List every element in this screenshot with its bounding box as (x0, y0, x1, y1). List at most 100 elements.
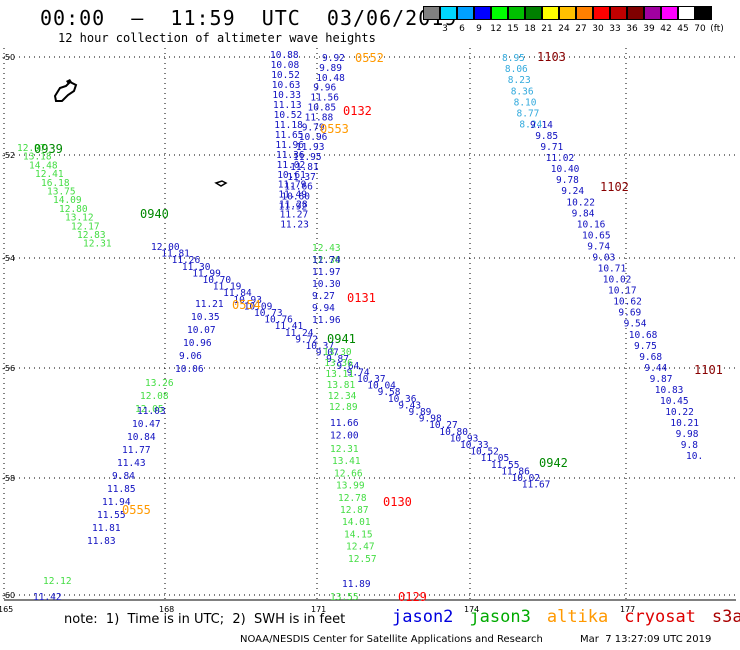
track-t17: 8.958.068.238.368.108.778.24 (502, 53, 543, 131)
wave-height-value: 11.77 (122, 445, 151, 456)
wave-height-value: 11.23 (280, 220, 309, 231)
wave-height-value: 12.00 (330, 431, 359, 442)
wave-height-value: 10.09 (244, 301, 273, 312)
wave-height-value: 9.96 (313, 83, 336, 94)
wave-height-value: 10.52 (271, 70, 300, 81)
wave-height-value: 8.23 (508, 75, 531, 86)
wave-height-value: 10.83 (655, 385, 684, 396)
wave-height-value: 9.72 (295, 334, 318, 345)
footer-note: note: 1) Time is in UTC; 2) SWH is in fe… (64, 612, 346, 627)
scale-swatch (559, 6, 576, 20)
wave-height-value: 10.17 (608, 286, 637, 297)
wave-height-value: 11.81 (92, 523, 121, 534)
generated-timestamp: Mar 7 13:27:09 UTC 2019 (580, 634, 712, 645)
scale-label: (ft) (710, 24, 724, 34)
wave-height-value: 14.48 (29, 160, 58, 171)
wave-height-value: 10.96 (299, 132, 328, 143)
altimeter-tracks: 10.8810.0810.5210.6310.3311.1310.5211.18… (17, 50, 703, 603)
scale-label: 9 (476, 24, 482, 34)
wave-height-value: 10.37 (306, 341, 335, 352)
wave-height-value: 11.18 (274, 120, 303, 131)
wave-height-value: 11.42 (33, 592, 62, 603)
wave-height-value: 10.73 (254, 308, 283, 319)
pass-time-label: 0553 (320, 122, 349, 136)
wave-height-value: 11.36 (276, 150, 305, 161)
track-t5: 12.9713.1814.4812.4116.1813.7514.0912.80… (17, 143, 112, 250)
wave-height-value: 11.94 (102, 497, 131, 508)
wave-height-value: 13.11 (325, 369, 354, 380)
wave-height-value: 13.99 (336, 481, 365, 492)
wave-height-value: 11.43 (117, 458, 146, 469)
pass-time-label: 0132 (343, 104, 372, 118)
wave-height-value: 9.64 (336, 361, 359, 372)
wave-height-value: 11.79 (278, 180, 307, 191)
island-shape (53, 80, 78, 102)
scale-swatch (678, 6, 695, 20)
wave-height-value: 11.96 (275, 140, 304, 151)
wave-height-value: 10.47 (132, 419, 161, 430)
wave-height-value: 11.93 (296, 142, 325, 153)
wave-height-value: 9.43 (398, 400, 421, 411)
wave-height-value: 11.66 (330, 418, 359, 429)
wave-height-value: 10.93 (233, 295, 262, 306)
wave-height-value: 10.70 (203, 275, 232, 286)
wave-height-value: 10.07 (187, 325, 216, 336)
wave-height-value: 10.96 (183, 338, 212, 349)
track-t13: 11.66 12.00 (330, 418, 359, 442)
wave-height-value: 10.52 (274, 110, 303, 121)
wave-height-value: 9.87 (326, 354, 349, 365)
scale-label: 15 (507, 24, 519, 34)
wave-height-value: 10.68 (629, 330, 658, 341)
lat-label: -54 (2, 254, 15, 263)
pass-time-label: 0552 (355, 51, 384, 65)
wave-height-value: 11.37 (287, 172, 316, 183)
axis-labels: -50 -52 -54 -56 -58 -60 165 168 171 174 177 (0, 53, 635, 614)
wave-height-value: 11.05 (481, 453, 510, 464)
wave-height-value: 12.17 (71, 221, 100, 232)
wave-height-value: 8.10 (514, 97, 537, 108)
page-title: 00:00 – 11:59 UTC 03/06/2019 (40, 6, 458, 30)
scale-swatch (474, 6, 491, 20)
wave-height-value: 10.84 (127, 432, 156, 443)
scale-label: 36 (626, 24, 638, 34)
wave-height-value: 11.97 (312, 267, 341, 278)
wave-height-value: 12.05 (135, 404, 164, 415)
wave-height-value: 10.16 (577, 219, 606, 230)
wave-height-value: 14.09 (53, 195, 82, 206)
wave-height-value: 11.21 (195, 299, 224, 310)
scale-label: 39 (643, 24, 655, 34)
track-t7: 11.21 10.35 10.07 10.96 9.06 10.06 (175, 299, 224, 375)
lat-label: -56 (2, 364, 15, 373)
wave-height-value: 9.92 (322, 53, 345, 64)
wave-height-value: 12.41 (35, 169, 64, 180)
wave-height-value: 9.84 (572, 208, 595, 219)
wave-height-value: 9.07 (316, 348, 339, 359)
wave-height-value: 10.52 (470, 447, 499, 458)
pass-time-label: 0939 (34, 142, 63, 156)
wave-height-value: 9.74 (587, 241, 610, 252)
wave-height-value: 13.41 (332, 456, 361, 467)
scale-label: 21 (541, 24, 553, 34)
scale-swatch (627, 6, 644, 20)
wave-height-value: 10.02 (603, 275, 632, 286)
scale-label: 42 (660, 24, 672, 34)
wave-height-value: 9.8 (681, 440, 698, 451)
wave-height-value: 10.60 (281, 192, 310, 203)
scale-label: 70 (694, 24, 706, 34)
wave-height-value: 11.67 (522, 480, 551, 491)
lat-lon-grid (3, 48, 736, 601)
wave-height-value: 8.36 (511, 86, 534, 97)
wave-height-value: 11.89 (342, 579, 371, 590)
scale-swatch (491, 6, 508, 20)
wave-height-value: 9.69 (618, 308, 641, 319)
island-shape (66, 79, 72, 84)
wave-height-value: 9.71 (540, 142, 563, 153)
wave-height-value: 10.36 (388, 394, 417, 405)
wave-height-value: 8.06 (505, 64, 528, 75)
pass-time-label: 0555 (122, 503, 151, 517)
wave-height-value: 12.78 (338, 493, 367, 504)
wave-height-value: 10.93 (450, 433, 479, 444)
